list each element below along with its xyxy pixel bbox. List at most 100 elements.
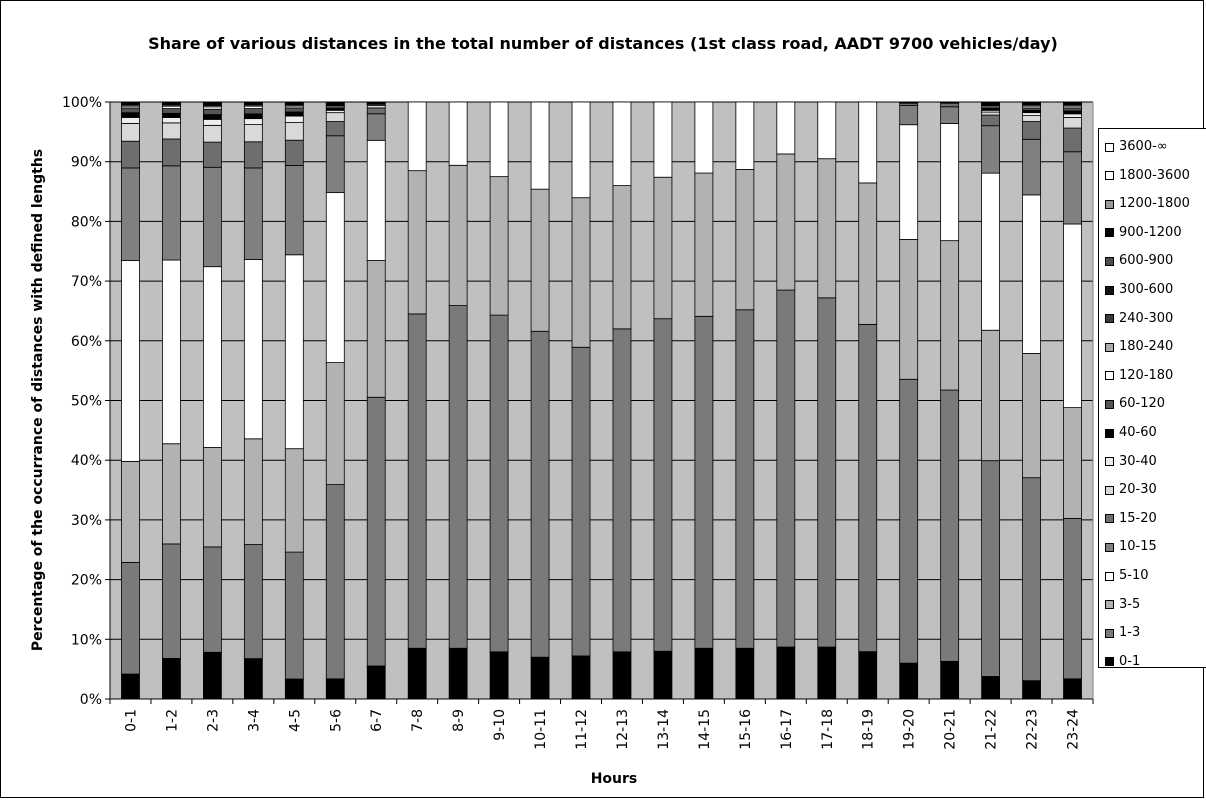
bar-segment-5-10 <box>899 124 919 240</box>
x-tick-label: 12-13 <box>615 709 631 750</box>
bar-segment-1-3 <box>612 328 632 653</box>
legend-label: 0-1 <box>1119 653 1141 669</box>
bar-segment-1-3 <box>530 330 550 658</box>
bar-segment-30-40 <box>1063 113 1082 118</box>
bar-segment-1-3 <box>448 305 468 649</box>
bar-segment-3-5 <box>694 172 714 317</box>
bar-segment-60-120 <box>1063 107 1082 112</box>
y-tick-label: 100% <box>62 95 102 111</box>
bar-segment-40-60 <box>121 112 140 118</box>
legend-label: 180-240 <box>1119 339 1174 355</box>
bar-segment-1-3 <box>366 396 386 667</box>
legend-label: 15-20 <box>1119 510 1157 526</box>
x-tick-label: 0-1 <box>123 709 139 732</box>
bar-segment-1-3 <box>899 378 919 664</box>
x-tick-label: 18-19 <box>861 709 877 750</box>
legend-label: 20-30 <box>1119 482 1157 498</box>
bar-segment-60-120 <box>243 108 263 115</box>
bar-segment-0-1 <box>325 678 345 700</box>
legend-label: 1800-3600 <box>1119 167 1190 183</box>
bar-segment-5-10 <box>817 101 837 160</box>
legend: 3600-∞ 1800-3600 1200-1800 900-1200 600-900 3… <box>1098 128 1206 669</box>
bar-segment-3-5 <box>571 197 591 348</box>
bar-segment-10-15 <box>1022 138 1041 196</box>
bar-segment-5-10 <box>981 172 1001 331</box>
legend-swatch <box>1105 171 1114 181</box>
bar-segment-15-20 <box>325 121 345 137</box>
bar-segment-5-10 <box>202 266 222 448</box>
bar-segment-5-10 <box>612 101 632 186</box>
x-tick-label: 2-3 <box>205 709 221 732</box>
bar-segment-0-1 <box>121 673 140 700</box>
x-tick-label: 6-7 <box>369 709 385 732</box>
legend-item: 300-600 <box>1105 282 1173 298</box>
bar-segment-3-5 <box>899 239 919 380</box>
x-tick-label: 7-8 <box>410 709 426 732</box>
bar-segment-0-1 <box>448 647 468 700</box>
legend-label: 40-60 <box>1119 425 1157 440</box>
y-tick-label: 40% <box>71 453 102 469</box>
x-tick-label: 14-15 <box>697 709 713 750</box>
legend-item: 10-15 <box>1105 539 1157 555</box>
bar-segment-10-15 <box>981 125 1001 174</box>
bar-segment-30-40 <box>1022 112 1041 117</box>
legend-item: 30-40 <box>1105 454 1157 470</box>
legend-label: 600-900 <box>1119 253 1174 269</box>
bar-segment-3-5 <box>1022 353 1041 479</box>
legend-item: 1800-3600 <box>1105 168 1190 184</box>
bar-segment-5-10 <box>448 101 468 166</box>
legend-item: 120-180 <box>1105 368 1173 384</box>
bar-segment-3-5 <box>653 176 673 320</box>
bar-segment-10-15 <box>202 166 222 268</box>
bar-segment-5-10 <box>325 192 345 363</box>
legend-label: 300-600 <box>1119 282 1174 297</box>
legend-swatch <box>1105 514 1114 524</box>
legend-label: 5-10 <box>1119 568 1149 583</box>
chart-title: Share of various distances in the total … <box>148 34 1058 53</box>
legend-swatch <box>1105 314 1114 324</box>
y-tick-label: 70% <box>71 274 102 290</box>
y-tick-label: 90% <box>71 155 102 171</box>
bar-segment-10-15 <box>899 105 919 126</box>
legend-swatch <box>1105 428 1114 438</box>
bar-segment-40-60 <box>162 112 181 118</box>
bar-segment-20-30 <box>243 124 263 143</box>
bar-segment-0-1 <box>735 647 755 700</box>
bar-segment-0-1 <box>940 660 960 700</box>
bar-segment-10-15 <box>243 167 263 260</box>
legend-swatch <box>1105 399 1114 409</box>
bar-segment-20-30 <box>981 111 1001 116</box>
bar-segment-0-1 <box>530 656 550 700</box>
bar-segment-5-10 <box>571 101 591 199</box>
legend-label: 10-15 <box>1119 539 1157 555</box>
bar-segment-0-1 <box>817 646 837 700</box>
legend-label: 30-40 <box>1119 453 1157 469</box>
x-tick-label: 15-16 <box>738 709 754 750</box>
bar-segment-60-120 <box>899 101 919 103</box>
bar-segment-1-3 <box>243 544 263 660</box>
x-tick-label: 1-2 <box>164 709 180 732</box>
legend-item: 20-30 <box>1105 482 1157 498</box>
bar-segment-60-120 <box>162 108 181 114</box>
bar-segment-5-10 <box>653 101 673 178</box>
legend-swatch <box>1105 285 1114 295</box>
x-tick-label: 4-5 <box>287 709 303 732</box>
bar-segment-20-30 <box>202 124 222 143</box>
bar-segment-1-3 <box>1022 477 1041 682</box>
bar-segment-3-5 <box>530 188 550 332</box>
bar-segment-40-60 <box>202 114 222 120</box>
bar-segment-5-10 <box>284 254 304 450</box>
legend-item: 3600-∞ <box>1105 139 1168 155</box>
legend-item: 15-20 <box>1105 511 1157 527</box>
bar-segment-30-40 <box>243 118 263 125</box>
bar-segment-3-5 <box>448 164 468 306</box>
bar-segment-0-1 <box>284 678 304 700</box>
bar-segment-1200-1800 <box>243 101 263 103</box>
bar-segment-1200-1800 <box>1022 101 1041 103</box>
legend-item: 5-10 <box>1105 568 1149 584</box>
legend-swatch <box>1105 199 1114 209</box>
legend-swatch <box>1105 657 1114 667</box>
bar-segment-3-5 <box>981 329 1001 462</box>
bar-segment-0-1 <box>653 650 673 700</box>
bar-segment-15-20 <box>162 138 181 167</box>
